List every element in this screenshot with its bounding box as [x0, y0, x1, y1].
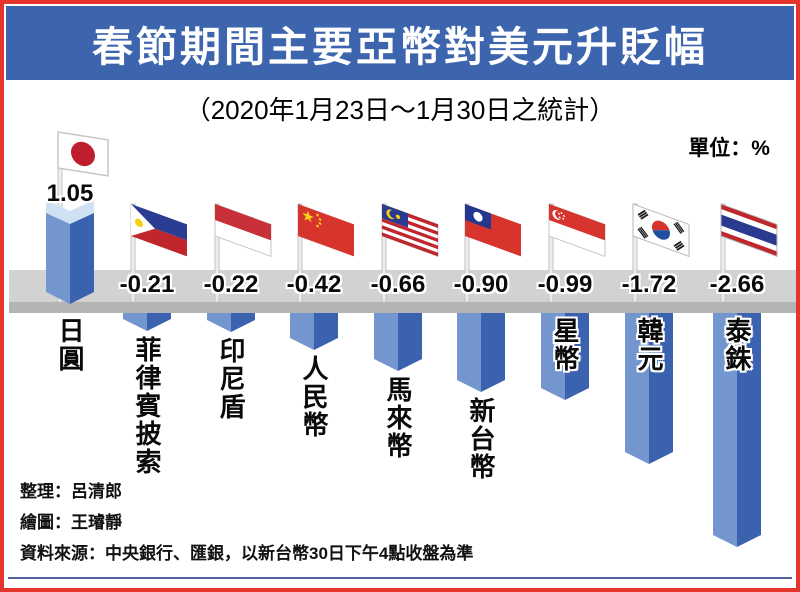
flagpole-thailand	[720, 203, 726, 303]
footer-source-line: 資料來源：中央銀行、匯銀，以新台幣30日下午4點收盤為準	[20, 544, 474, 563]
flagpole-singapore	[548, 203, 554, 303]
bottom-rule	[8, 577, 792, 579]
flagpole-south-korea	[632, 203, 638, 303]
bar-philippines	[123, 313, 171, 331]
footer-illustrator-line: 繪圖：王璿靜	[20, 513, 122, 532]
flagpole-malaysia	[381, 203, 387, 303]
unit-label: 單位：%	[688, 137, 770, 160]
china-flag-icon	[298, 204, 354, 257]
page-title: 春節期間主要亞幣對美元升貶幅	[92, 24, 708, 70]
subtitle: （2020年1月23日～1月30日之統計）	[184, 95, 616, 125]
philippines-flag-icon	[131, 204, 187, 257]
thailand-flag-icon	[720, 203, 778, 258]
bar-malaysia	[374, 313, 422, 371]
flagpole-taiwan	[464, 203, 470, 303]
bar-singapore	[541, 313, 589, 400]
title-banner: 春節期間主要亞幣對美元升貶幅	[6, 6, 794, 80]
platform-edge	[9, 302, 796, 313]
footer-credits: 整理：呂清郎 繪圖：王璿靜 資料來源：中央銀行、匯銀，以新台幣30日下午4點收盤…	[20, 476, 473, 569]
indonesia-flag-icon	[214, 203, 272, 258]
flagpole-philippines	[130, 203, 136, 303]
bar-china	[290, 313, 338, 350]
bar-indonesia	[207, 313, 255, 332]
bar-japan	[46, 200, 94, 304]
bar-taiwan	[457, 313, 505, 392]
south-korea-flag-icon	[632, 203, 690, 258]
japan-flag-icon	[57, 131, 109, 177]
platform-top	[9, 270, 796, 302]
taiwan-flag-icon	[465, 204, 521, 257]
singapore-flag-icon	[548, 203, 606, 258]
flagpole-china	[297, 203, 303, 303]
footer-editor-line: 整理：呂清郎	[20, 482, 122, 501]
bar-south-korea	[625, 313, 673, 464]
malaysia-flag-icon	[381, 203, 439, 258]
bar-thailand	[713, 313, 761, 547]
flagpole-indonesia	[214, 203, 220, 303]
chart-canvas	[9, 131, 796, 547]
